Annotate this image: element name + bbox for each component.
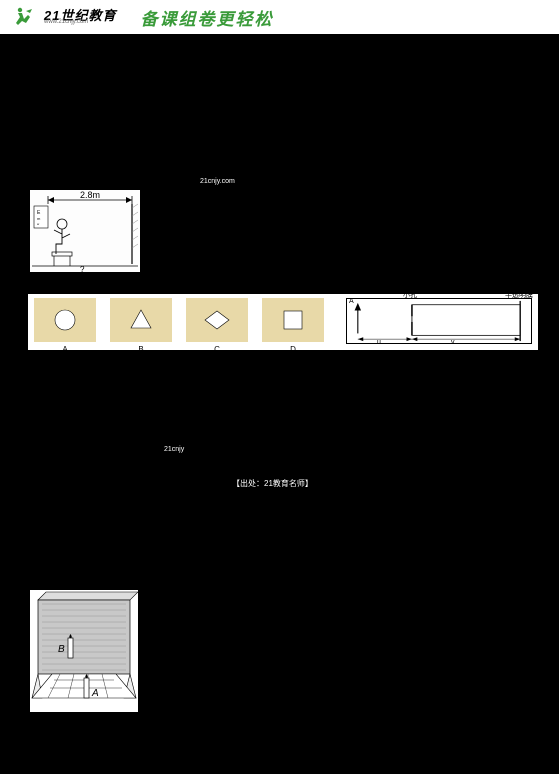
shape-option-b: B xyxy=(110,298,172,342)
pinhole-label-screen: 半透明膜 xyxy=(505,290,533,300)
page-header: 21世纪教育 www.21cnjy.com 备课组卷更轻松 xyxy=(0,0,559,34)
shape-label-d: D xyxy=(262,345,324,354)
pinhole-label-a: A xyxy=(349,298,354,305)
pinhole-label-v: v xyxy=(451,339,455,346)
shape-label-c: C xyxy=(186,345,248,354)
shape-option-d: D xyxy=(262,298,324,342)
shape-option-c: C xyxy=(186,298,248,342)
figure-shapes-pinhole: A B C D xyxy=(28,294,538,350)
shape-label-b: B xyxy=(110,345,172,354)
source-attribution: 【出处：21教育名师】 xyxy=(232,478,313,489)
shape-label-a: A xyxy=(34,345,96,354)
logo-url-text: www.21cnjy.com xyxy=(44,19,116,25)
fig1-distance-label: 2.8m xyxy=(80,190,100,200)
logo-icon xyxy=(12,5,36,29)
watermark-1: 21cnjy.com xyxy=(200,178,235,185)
fig3-label-b: B xyxy=(58,644,65,655)
logo-text-block: 21世纪教育 www.21cnjy.com xyxy=(44,9,116,25)
pinhole-diagram: A 小孔 半透明膜 u v xyxy=(346,298,532,344)
watermark-2: 21cnjy xyxy=(164,446,184,453)
figure-candle-mirror: A B xyxy=(30,590,138,712)
pinhole-label-u: u xyxy=(377,339,381,346)
pinhole-label-hole: 小孔 xyxy=(403,290,417,300)
figure-mirror-distance: 2.8m E m w ? xyxy=(30,190,140,272)
page-content: 21cnjy.com 21cnjy 【出处：21教育名师】 2.8m E m w xyxy=(0,34,559,774)
shape-option-a: A xyxy=(34,298,96,342)
fig3-label-a: A xyxy=(91,688,99,699)
svg-text:?: ? xyxy=(80,265,85,272)
header-slogan: 备课组卷更轻松 xyxy=(140,5,273,30)
